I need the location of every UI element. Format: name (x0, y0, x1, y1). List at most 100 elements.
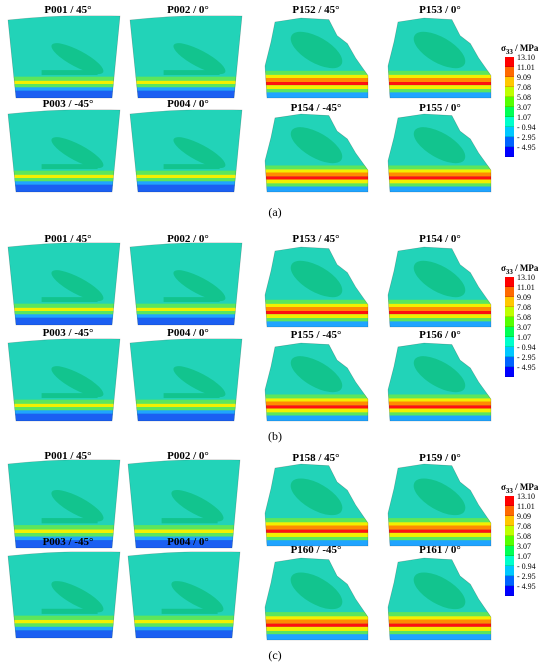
plot-a-3 (7, 109, 121, 193)
legend-swatch (505, 566, 514, 576)
plot-b-2 (129, 242, 243, 326)
legend-tick-label: 9.09 (517, 73, 531, 82)
legend-swatch (505, 107, 514, 117)
legend-swatch (505, 586, 514, 596)
legend-tick-label: - 2.95 (517, 572, 536, 581)
legend-tick-label: 5.08 (517, 532, 531, 541)
plot-b-6 (387, 246, 492, 328)
plot-title: P002 / 0° (167, 4, 209, 16)
plot-title: P155 / -45° (290, 329, 342, 341)
stress-contour (264, 17, 369, 99)
plot-title: P154 / 0° (419, 233, 461, 245)
legend-swatch (505, 297, 514, 307)
plot-title: P004 / 0° (167, 327, 209, 339)
legend-swatch (505, 347, 514, 357)
stress-contour (264, 246, 369, 328)
legend-swatch (505, 127, 514, 137)
plot-title: P002 / 0° (167, 233, 209, 245)
plot-a-8 (387, 113, 492, 193)
plot-c-7 (264, 557, 369, 641)
stress-contour (7, 459, 121, 549)
plot-title: P001 / 45° (44, 233, 92, 245)
plot-b-1 (7, 242, 121, 326)
plot-b-8 (387, 342, 492, 422)
legend-tick-label: 5.08 (517, 313, 531, 322)
legend-tick-label: 7.08 (517, 303, 531, 312)
panel-caption: (a) (268, 205, 282, 219)
legend-color-bar (505, 277, 514, 377)
plot-title: P003 / -45° (42, 327, 94, 339)
legend-tick-label: - 0.94 (517, 343, 536, 352)
stress-contour (264, 113, 369, 193)
stress-contour (129, 338, 243, 422)
legend-tick-label: - 4.95 (517, 582, 536, 591)
plot-title: P004 / 0° (167, 98, 209, 110)
legend-swatch (505, 337, 514, 347)
plot-a-4 (129, 109, 243, 193)
stress-contour (387, 463, 492, 547)
legend-ticks: 13.10 11.01 9.09 7.08 5.08 3.07 1.07- 0.94- 2.… (517, 273, 536, 373)
plot-title: P153 / 45° (292, 233, 340, 245)
legend-title: σ33 / MPa (501, 263, 539, 276)
stress-contour (129, 242, 243, 326)
legend-tick-label: 3.07 (517, 542, 531, 551)
legend-swatch (505, 287, 514, 297)
legend-tick-label: - 2.95 (517, 353, 536, 362)
plot-title: P154 / -45° (290, 102, 342, 114)
legend-tick-label: 7.08 (517, 83, 531, 92)
plot-title: P160 / -45° (290, 544, 342, 556)
legend-swatch (505, 526, 514, 536)
plot-c-4 (127, 551, 241, 639)
legend-tick-label: 3.07 (517, 103, 531, 112)
panel-caption: (b) (268, 429, 282, 443)
stress-contour (387, 557, 492, 641)
plot-c-3 (7, 551, 121, 639)
legend-tick-label: - 2.95 (517, 133, 536, 142)
legend-swatch (505, 57, 514, 67)
legend-tick-label: - 4.95 (517, 363, 536, 372)
legend-tick-label: - 0.94 (517, 562, 536, 571)
legend-tick-label: 3.07 (517, 323, 531, 332)
stress-contour (387, 342, 492, 422)
legend-tick-label: 1.07 (517, 333, 531, 342)
panel-caption: (c) (268, 648, 282, 662)
legend-tick-label: - 4.95 (517, 143, 536, 152)
legend-swatch (505, 147, 514, 157)
plot-title: P156 / 0° (419, 329, 461, 341)
stress-contour (387, 246, 492, 328)
stress-contour (264, 557, 369, 641)
legend-tick-label: 9.09 (517, 293, 531, 302)
legend-tick-label: 13.10 (517, 273, 535, 282)
stress-contour (7, 242, 121, 326)
stress-contour (387, 17, 492, 99)
stress-contour (127, 459, 241, 549)
legend-tick-label: 1.07 (517, 552, 531, 561)
plot-b-5 (264, 246, 369, 328)
stress-contour (127, 551, 241, 639)
plot-title: P003 / -45° (42, 536, 94, 548)
stress-contour (264, 463, 369, 547)
plot-b-3 (7, 338, 121, 422)
plot-a-7 (264, 113, 369, 193)
legend-tick-label: 7.08 (517, 522, 531, 531)
stress-contour (129, 15, 243, 99)
stress-contour (7, 15, 121, 99)
plot-c-2 (127, 459, 241, 549)
legend-swatch (505, 77, 514, 87)
legend-color-bar (505, 57, 514, 157)
legend-title: σ33 / MPa (501, 482, 539, 495)
legend-swatch (505, 496, 514, 506)
plot-title: P003 / -45° (42, 98, 94, 110)
legend-tick-label: 13.10 (517, 492, 535, 501)
stress-contour (129, 109, 243, 193)
legend-swatch (505, 506, 514, 516)
legend-color-bar (505, 496, 514, 596)
stress-contour (387, 113, 492, 193)
stress-contour (264, 342, 369, 422)
plot-title: P161 / 0° (419, 544, 461, 556)
stress-contour (7, 551, 121, 639)
legend-ticks: 13.10 11.01 9.09 7.08 5.08 3.07 1.07- 0.94- 2.… (517, 492, 536, 592)
plot-title: P001 / 45° (44, 450, 92, 462)
plot-title: P002 / 0° (167, 450, 209, 462)
legend-swatch (505, 516, 514, 526)
